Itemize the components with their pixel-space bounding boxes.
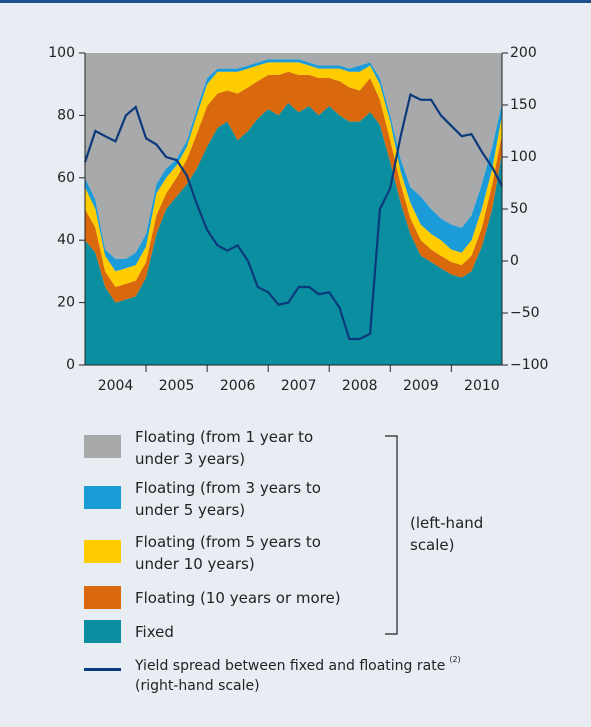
legend-label: Fixed [135,623,174,641]
y2-tick-label: 200 [510,45,537,61]
legend-swatch [84,540,121,563]
x-tick-label: 2009 [403,378,439,394]
x-tick-label: 2010 [464,378,500,394]
y2-tick-label: 50 [510,201,528,217]
legend-swatch [84,435,121,458]
y2-tick-label: 150 [510,97,537,113]
area [85,59,502,272]
legend-line [84,668,121,671]
y-tick-label: 60 [57,170,75,186]
legend-swatch [84,586,121,609]
y-tick-label: 0 [66,357,75,373]
legend-swatch [84,486,121,509]
y2-tick-label: 0 [510,253,519,269]
x-tick-label: 2008 [342,378,378,394]
legend-label: Floating (10 years or more) [135,589,341,607]
x-tick-label: 2007 [281,378,317,394]
line [83,92,503,341]
footnote-ref: (2) [449,655,461,664]
x-tick-label: 2005 [159,378,195,394]
legend-text: Yield spread between fixed and floating … [135,658,446,674]
y2-tick-label: 100 [510,149,537,165]
legend-label: Yield spread between fixed and floating … [135,650,461,696]
legend-bracket [385,435,398,635]
legend-swatch [84,620,121,643]
left-scale-note: (left-hand scale) [410,514,484,554]
x-tick-label: 2004 [98,378,134,394]
area [85,62,502,287]
y-tick-label: 40 [57,232,75,248]
area [85,53,502,259]
y2-tick-label: −100 [510,357,548,373]
scale-note: (right-hand scale) [135,678,260,694]
y2-tick-label: −50 [510,305,540,321]
y-tick-label: 80 [57,107,75,123]
y-tick-label: 100 [48,45,75,61]
y-tick-label: 20 [57,295,75,311]
top-rule [0,0,591,3]
plot-area: 0 20 40 60 80 100 −100 −50 0 50 100 150 200 2004 2005 2… [48,45,548,394]
area [85,102,502,366]
legend-label: Floating (from 1 year to under 3 years) [135,428,314,468]
x-tick-label: 2006 [220,378,256,394]
legend-label: Floating (from 5 years to under 10 years… [135,533,321,573]
legend-label: Floating (from 3 years to under 5 years) [135,479,321,519]
